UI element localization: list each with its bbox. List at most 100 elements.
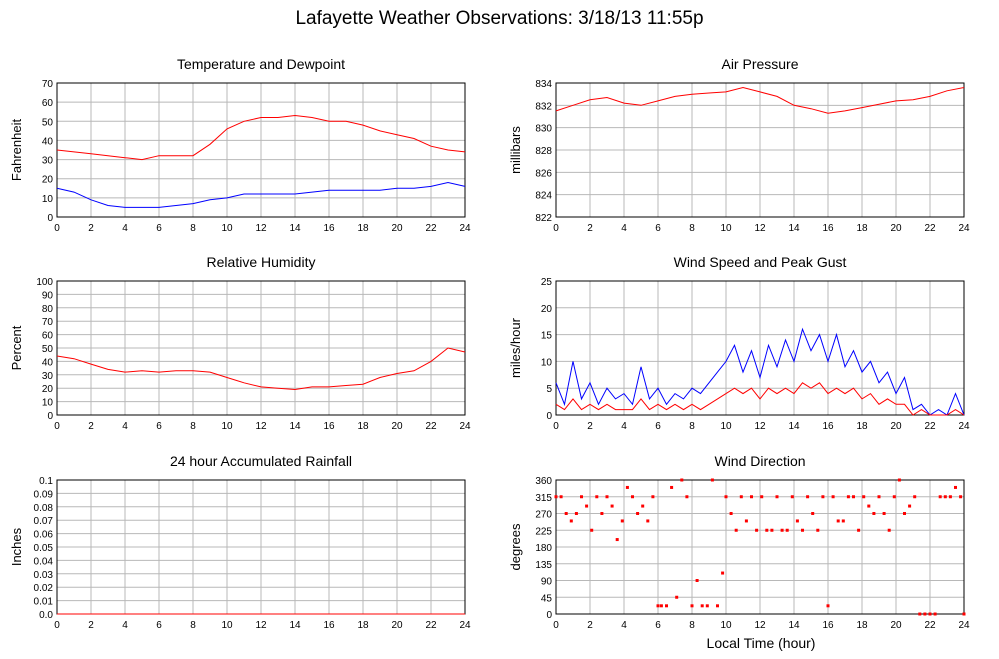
data-point xyxy=(821,495,825,499)
y-tick-label: 360 xyxy=(535,476,552,487)
x-tick-label: 4 xyxy=(621,223,627,234)
y-axis-label: Fahrenheit xyxy=(9,119,24,182)
data-point xyxy=(710,478,714,482)
y-tick-label: 0.06 xyxy=(34,530,54,541)
y-tick-label: 0.02 xyxy=(34,583,54,594)
data-point xyxy=(852,495,855,499)
data-point xyxy=(780,528,784,532)
x-tick-label: 16 xyxy=(323,421,335,432)
x-tick-label: 24 xyxy=(459,620,471,631)
data-point xyxy=(610,504,614,508)
chart-title: 24 hour Accumulated Rainfall xyxy=(170,453,352,469)
data-point xyxy=(897,478,901,482)
plot-frame xyxy=(555,82,965,218)
x-tick-label: 6 xyxy=(156,223,162,234)
data-point xyxy=(695,579,699,582)
y-tick-label: 0 xyxy=(546,610,552,621)
y-tick-label: 822 xyxy=(535,213,552,224)
data-point xyxy=(857,528,861,532)
x-tick-label: 0 xyxy=(54,223,60,234)
data-point xyxy=(775,495,779,499)
data-point xyxy=(729,512,733,515)
x-tick-label: 16 xyxy=(323,223,335,234)
data-point xyxy=(831,495,835,499)
y-tick-label: 824 xyxy=(535,191,552,202)
x-tick-label: 18 xyxy=(856,421,868,432)
data-point xyxy=(872,512,876,515)
x-tick-label: 6 xyxy=(156,421,162,432)
data-point xyxy=(959,495,963,499)
x-tick-label: 16 xyxy=(822,223,834,234)
y-tick-label: 30 xyxy=(42,156,54,167)
data-point xyxy=(770,528,774,532)
x-tick-label: 22 xyxy=(924,620,936,631)
x-tick-label: 0 xyxy=(553,620,559,631)
data-point xyxy=(862,495,866,499)
data-point xyxy=(816,528,820,532)
data-point xyxy=(826,604,830,608)
data-point xyxy=(750,495,753,499)
x-tick-label: 2 xyxy=(88,223,94,234)
y-tick-label: 10 xyxy=(541,357,553,368)
x-tick-label: 4 xyxy=(122,620,128,631)
series-line-0 xyxy=(56,114,466,161)
x-tick-label: 20 xyxy=(391,223,403,234)
x-tick-label: 24 xyxy=(958,223,970,234)
x-tick-label: 2 xyxy=(587,421,593,432)
x-tick-label: 10 xyxy=(221,620,233,631)
x-tick-label: 6 xyxy=(655,223,661,234)
x-tick-label: 24 xyxy=(459,223,471,234)
x-tick-label: 20 xyxy=(890,421,902,432)
data-point xyxy=(811,512,815,515)
data-point xyxy=(877,495,881,499)
x-tick-label: 14 xyxy=(788,223,800,234)
y-tick-label: 80 xyxy=(42,304,54,315)
data-point xyxy=(882,512,886,515)
y-tick-label: 100 xyxy=(36,277,53,288)
y-tick-label: 0 xyxy=(47,213,53,224)
x-tick-label: 10 xyxy=(720,223,732,234)
data-point xyxy=(651,495,655,499)
y-tick-label: 20 xyxy=(42,175,54,186)
y-tick-label: 10 xyxy=(42,194,54,205)
x-tick-label: 14 xyxy=(289,421,301,432)
data-point xyxy=(765,528,769,532)
data-point xyxy=(841,519,845,523)
x-tick-label: 6 xyxy=(156,620,162,631)
plot-frame xyxy=(555,280,965,416)
data-point xyxy=(724,495,728,499)
data-point xyxy=(641,504,645,508)
data-point xyxy=(938,495,942,499)
y-tick-label: 10 xyxy=(42,398,54,409)
series-line-1 xyxy=(56,181,466,208)
y-tick-label: 60 xyxy=(42,98,54,109)
y-tick-label: 5 xyxy=(546,384,552,395)
data-point xyxy=(569,519,573,523)
data-point xyxy=(721,571,725,575)
x-tick-label: 20 xyxy=(391,620,403,631)
series-line-0 xyxy=(56,347,466,391)
x-tick-label: 2 xyxy=(587,223,593,234)
x-tick-label: 2 xyxy=(88,620,94,631)
data-point xyxy=(670,485,674,489)
data-point xyxy=(564,512,568,515)
x-tick-label: 8 xyxy=(190,421,196,432)
chart-title: Air Pressure xyxy=(721,56,798,72)
x-tick-label: 0 xyxy=(553,223,559,234)
y-tick-label: 830 xyxy=(535,124,552,135)
y-tick-label: 180 xyxy=(535,543,552,554)
y-tick-label: 315 xyxy=(535,493,552,504)
y-tick-label: 0.09 xyxy=(34,489,54,500)
data-point xyxy=(943,495,947,499)
y-axis-label: Inches xyxy=(9,527,24,566)
x-tick-label: 22 xyxy=(924,421,936,432)
x-tick-label: 12 xyxy=(754,620,766,631)
data-point xyxy=(590,528,594,532)
y-tick-label: 135 xyxy=(535,560,552,571)
data-point xyxy=(646,519,650,523)
chart-title: Wind Speed and Peak Gust xyxy=(674,254,847,270)
y-tick-label: 0.01 xyxy=(34,597,54,608)
